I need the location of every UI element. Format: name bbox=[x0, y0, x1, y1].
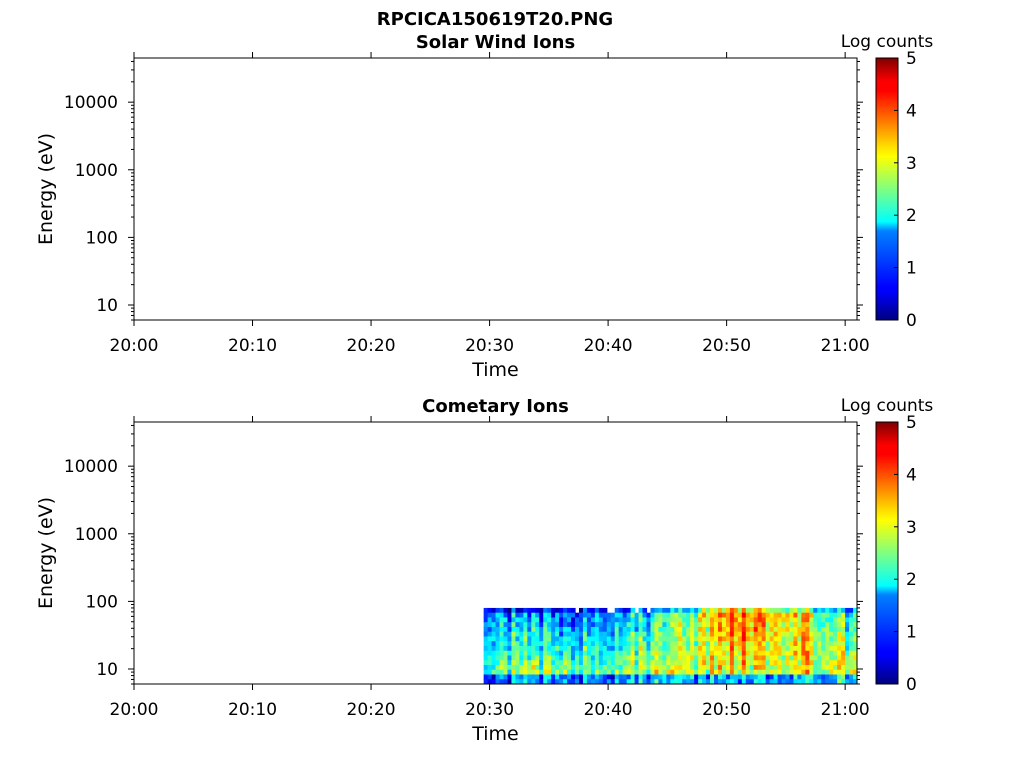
colorbar-tick-label: 0 bbox=[906, 675, 917, 695]
figure-title: RPCICA150619T20.PNG bbox=[377, 9, 613, 30]
colorbar bbox=[875, 421, 899, 685]
x-tick-label: 20:50 bbox=[702, 336, 751, 356]
colorbar-tick-label: 1 bbox=[906, 259, 917, 279]
plot-frame bbox=[133, 421, 858, 685]
x-tick-label: 20:40 bbox=[584, 700, 633, 720]
x-tick-label: 20:20 bbox=[347, 700, 396, 720]
y-tick-label: 10 bbox=[96, 296, 118, 316]
spectrogram-data bbox=[483, 607, 857, 684]
colorbar-tick-label: 0 bbox=[906, 311, 917, 331]
colorbar-tick-label: 1 bbox=[906, 623, 917, 643]
colorbar-label: Log counts bbox=[841, 32, 934, 52]
colorbar-tick-label: 2 bbox=[906, 570, 917, 590]
x-tick-label: 20:00 bbox=[110, 700, 159, 720]
x-tick-label: 20:30 bbox=[465, 700, 514, 720]
plot-frame bbox=[133, 57, 858, 321]
y-tick-label: 100 bbox=[86, 228, 118, 248]
y-tick-label: 10000 bbox=[64, 93, 118, 113]
y-tick-label: 10000 bbox=[64, 457, 118, 477]
x-tick-label: 20:00 bbox=[110, 336, 159, 356]
colorbar-tick-label: 4 bbox=[906, 101, 917, 121]
y-axis-label: Energy (eV) bbox=[35, 497, 57, 609]
colorbar-tick-label: 3 bbox=[906, 518, 917, 538]
solar-wind-ions-panel: 20:00 20:10 20:20 20:30 20:40 20:50 21:0010100… bbox=[35, 32, 933, 381]
colorbar-tick-label: 5 bbox=[906, 413, 917, 433]
colorbar bbox=[875, 57, 899, 321]
y-tick-label: 1000 bbox=[75, 161, 118, 181]
y-tick-label: 1000 bbox=[75, 525, 118, 545]
y-axis-label: Energy (eV) bbox=[35, 133, 57, 245]
x-tick-label: 20:20 bbox=[347, 336, 396, 356]
colorbar-tick-label: 5 bbox=[906, 49, 917, 69]
x-tick-label: 20:40 bbox=[584, 336, 633, 356]
x-tick-label: 20:50 bbox=[702, 700, 751, 720]
panel-title: Cometary Ions bbox=[422, 396, 569, 417]
cometary-ions-panel: 20:00 20:10 20:20 20:30 20:40 20:50 21:0010100… bbox=[35, 396, 933, 745]
x-tick-label: 20:30 bbox=[465, 336, 514, 356]
x-axis-label: Time bbox=[471, 359, 519, 381]
x-tick-label: 21:00 bbox=[821, 336, 870, 356]
colorbar-tick-label: 2 bbox=[906, 206, 917, 226]
y-tick-label: 100 bbox=[86, 592, 118, 612]
x-axis-label: Time bbox=[471, 723, 519, 745]
x-tick-label: 20:10 bbox=[228, 700, 277, 720]
panel-title: Solar Wind Ions bbox=[416, 32, 575, 53]
x-tick-label: 20:10 bbox=[228, 336, 277, 356]
colorbar-tick-label: 4 bbox=[906, 465, 917, 485]
colorbar-label: Log counts bbox=[841, 396, 934, 416]
x-tick-label: 21:00 bbox=[821, 700, 870, 720]
colorbar-tick-label: 3 bbox=[906, 154, 917, 174]
y-tick-label: 10 bbox=[96, 660, 118, 680]
